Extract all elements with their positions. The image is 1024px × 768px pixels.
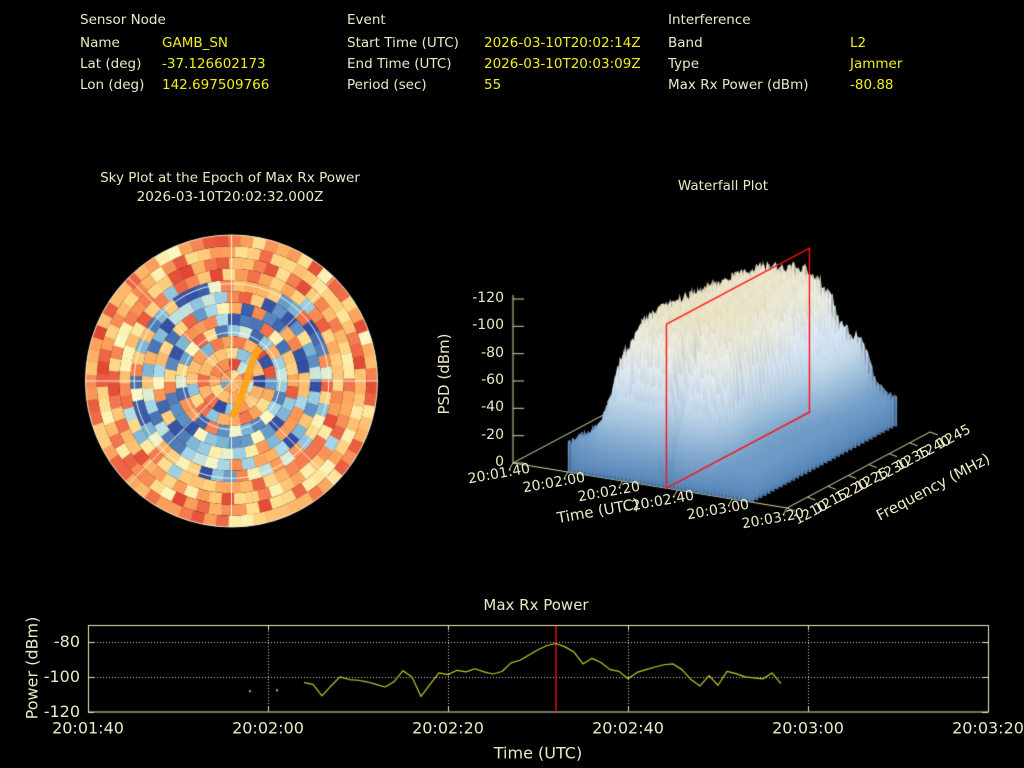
interference-type-label: Type [668, 56, 700, 72]
timeseries-x-tick-label: 20:02:20 [412, 718, 484, 738]
sensor-lat-value: -37.126602173 [162, 56, 266, 72]
timeseries-x-tick-label: 20:01:40 [52, 718, 124, 738]
sensor-name-value: GAMB_SN [162, 35, 229, 51]
max-rx-power-plot-canvas [50, 600, 1024, 735]
waterfall-psd-tick-label: -60 [481, 372, 504, 388]
interference-band-label: Band [668, 35, 703, 51]
sensor-lon-value: 142.697509766 [162, 77, 270, 93]
sky-plot-canvas [40, 205, 430, 560]
timeseries-x-tick-label: 20:02:40 [592, 718, 664, 738]
timeseries-x-tick-label: 20:03:20 [952, 718, 1024, 738]
timeseries-x-tick-label: 20:02:00 [232, 718, 304, 738]
event-period-value: 55 [484, 77, 502, 93]
timeseries-x-tick-label: 20:03:00 [772, 718, 844, 738]
sky-plot-subtitle: 2026-03-10T20:02:32.000Z [136, 189, 324, 205]
waterfall-psd-tick-label: -120 [472, 290, 504, 306]
waterfall-psd-tick-label: 0 [495, 454, 504, 470]
sensor-name-label: Name [80, 35, 120, 51]
event-start-value: 2026-03-10T20:02:14Z [484, 35, 641, 51]
interference-power-value: -80.88 [850, 77, 894, 93]
waterfall-psd-tick-label: -20 [481, 426, 504, 443]
interference-power-label: Max Rx Power (dBm) [668, 77, 809, 93]
waterfall-psd-tick-label: -40 [481, 399, 504, 416]
timeseries-y-tick-label: -120 [43, 701, 80, 721]
waterfall-plot-canvas [420, 200, 1024, 560]
event-period-label: Period (sec) [347, 77, 427, 93]
waterfall-psd-tick-label: -80 [481, 344, 504, 361]
waterfall-title: Waterfall Plot [677, 178, 769, 194]
timeseries-y-tick-label: -100 [43, 666, 80, 686]
sensor-lat-label: Lat (deg) [80, 56, 142, 72]
interference-title: Interference [668, 12, 751, 28]
sensor-node-title: Sensor Node [80, 12, 166, 28]
event-end-value: 2026-03-10T20:03:09Z [484, 56, 641, 72]
event-title: Event [347, 12, 386, 28]
waterfall-psd-tick-label: -100 [472, 317, 504, 334]
timeseries-y-tick-label: -80 [53, 632, 80, 651]
sky-plot-title: Sky Plot at the Epoch of Max Rx Power [100, 170, 360, 186]
timeseries-x-axis-label: Time (UTC) [493, 743, 583, 763]
event-end-label: End Time (UTC) [347, 56, 452, 72]
interference-band-value: L2 [850, 35, 867, 51]
interference-type-value: Jammer [850, 56, 903, 72]
sensor-lon-label: Lon (deg) [80, 77, 145, 93]
event-start-label: Start Time (UTC) [347, 35, 459, 51]
